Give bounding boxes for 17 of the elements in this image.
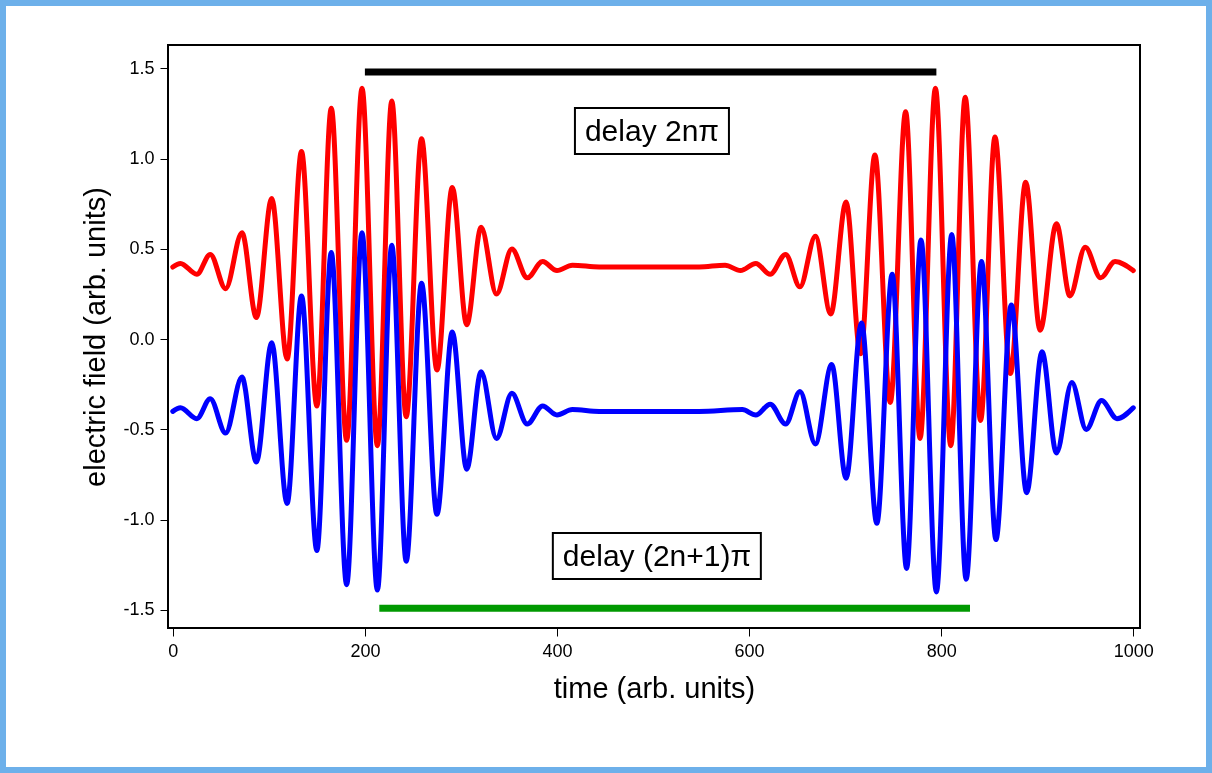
- x-tick-label: 600: [734, 640, 765, 661]
- x-tick-label: 0: [168, 640, 179, 661]
- y-tick-label: 1.5: [129, 57, 155, 78]
- y-tick-label: 0.5: [129, 238, 155, 259]
- y-tick-label: -1.5: [123, 599, 155, 620]
- y-tick-label: -0.5: [123, 418, 155, 439]
- x-tick-label: 1000: [1113, 640, 1154, 661]
- x-tick-label: 200: [350, 640, 381, 661]
- annotation: delay 2nπ: [573, 107, 731, 155]
- y-tick-label: -1.0: [123, 509, 155, 530]
- y-tick-label: 1.0: [129, 148, 155, 169]
- x-tick-label: 800: [926, 640, 957, 661]
- x-tick-label: 400: [542, 640, 573, 661]
- y-axis-title: electric field (arb. units): [79, 187, 112, 487]
- annotation: delay (2n+1)π: [551, 532, 763, 580]
- y-tick-label: 0.0: [129, 328, 155, 349]
- x-axis-title: time (arb. units): [553, 671, 756, 704]
